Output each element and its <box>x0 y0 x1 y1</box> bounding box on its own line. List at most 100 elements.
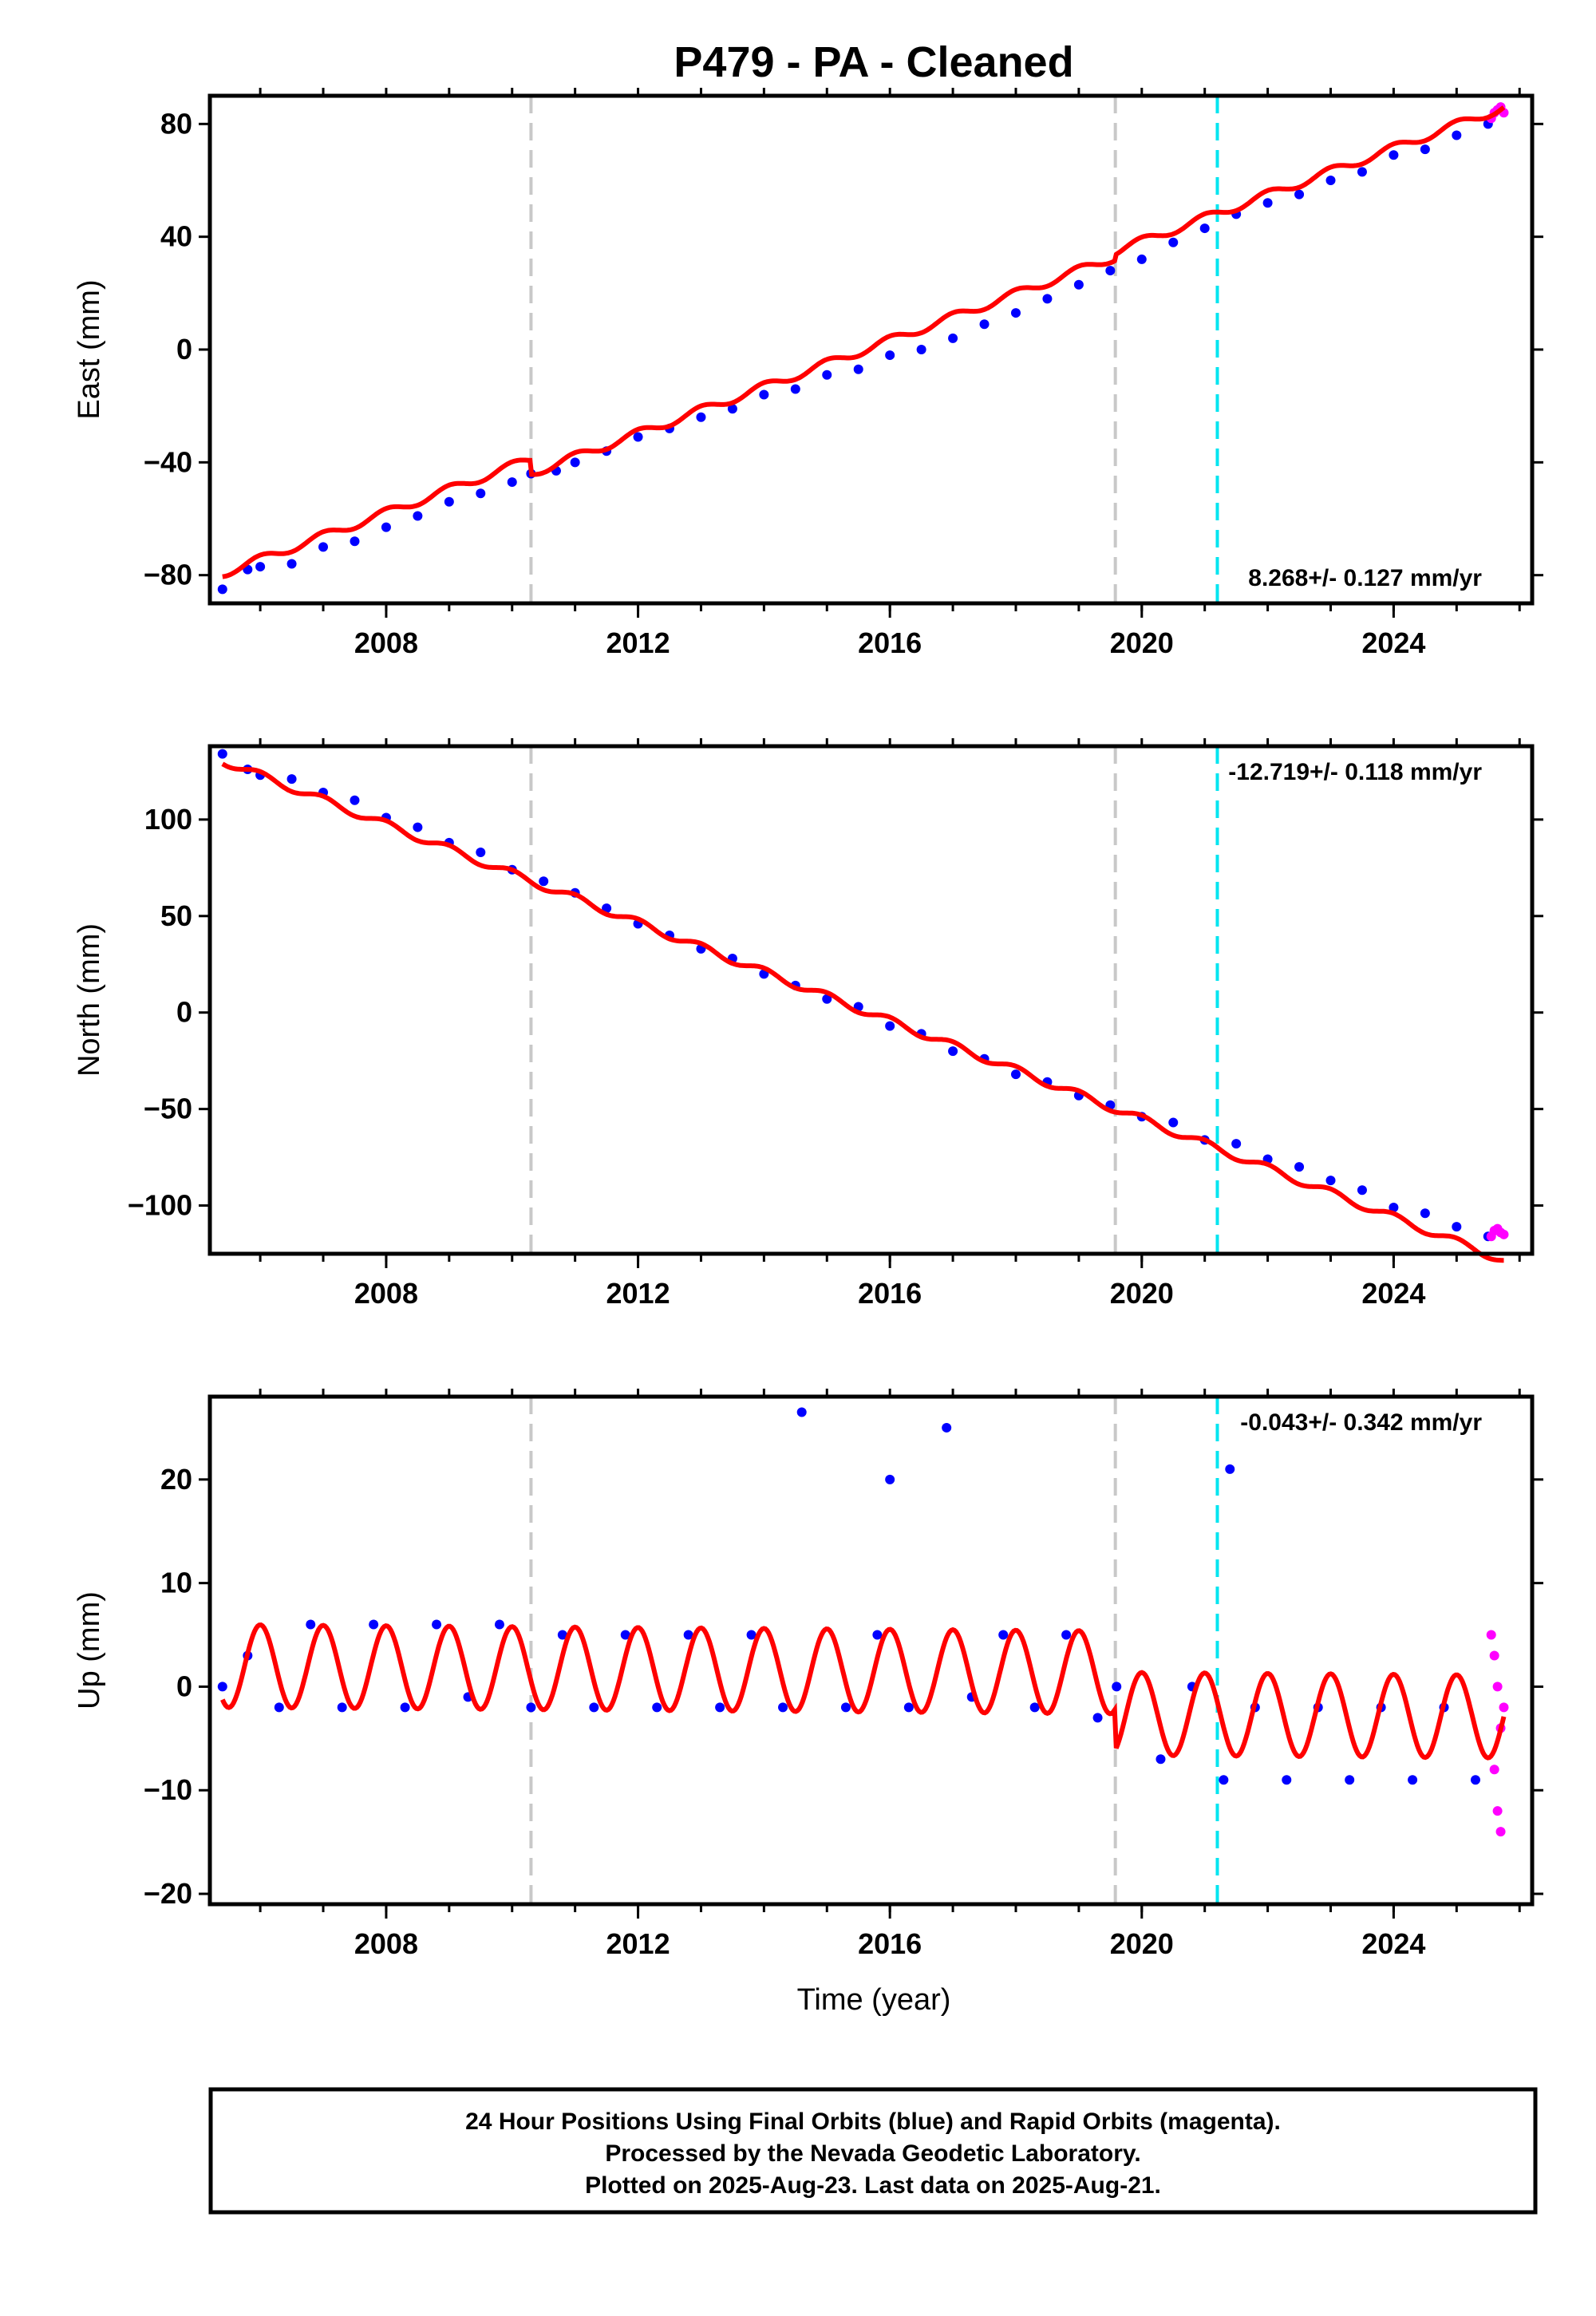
east-point-final-13 <box>570 457 580 468</box>
east-fit-curve <box>222 105 1506 579</box>
up-point-final-22 <box>885 1474 895 1484</box>
east-point-final-15 <box>633 432 643 442</box>
east-ytick-label-3: 40 <box>160 220 192 253</box>
north-xtick-label-4: 2024 <box>1361 1277 1425 1310</box>
footer-frame <box>208 2087 1538 2215</box>
north-y-axis-title: North (mm) <box>73 923 106 1077</box>
east-xtick-label-0: 2008 <box>354 626 418 659</box>
east-point-final-35 <box>1262 198 1273 208</box>
north-point-final-22 <box>885 1021 895 1031</box>
north-point-final-39 <box>1420 1208 1430 1219</box>
east-point-final-3 <box>286 559 297 569</box>
north-point-final-24 <box>948 1046 958 1057</box>
north-point-final-5 <box>350 795 360 805</box>
east-point-final-21 <box>822 370 832 380</box>
up-point-final-5 <box>369 1619 379 1630</box>
x-axis-title-group: Time (year) <box>797 1983 951 2017</box>
up-point-final-14 <box>652 1702 662 1713</box>
up-ytick-label-4: 20 <box>160 1463 192 1496</box>
east-point-final-9 <box>476 488 486 499</box>
up-point-final-23 <box>903 1702 914 1713</box>
up-point-final-40 <box>1408 1775 1418 1785</box>
up-point-rapid-0 <box>1486 1630 1496 1640</box>
east-point-final-40 <box>1420 144 1430 155</box>
up-point-final-21 <box>872 1630 883 1640</box>
up-point-final-7 <box>432 1619 442 1630</box>
east-point-final-24 <box>916 345 926 354</box>
up-point-final-27 <box>1029 1702 1040 1713</box>
up-xtick-label-2: 2016 <box>858 1927 922 1960</box>
up-point-final-28 <box>1061 1630 1072 1640</box>
east-y-axis-title: East (mm) <box>73 279 106 419</box>
east-point-final-0 <box>217 584 227 595</box>
up-frame <box>207 1394 1535 1907</box>
up-point-final-31 <box>1156 1754 1166 1765</box>
east-point-final-22 <box>853 364 863 374</box>
up-point-final-26 <box>998 1630 1009 1640</box>
up-point-rapid-3 <box>1492 1682 1503 1692</box>
up-point-final-18 <box>778 1702 788 1713</box>
east-point-final-8 <box>444 496 454 507</box>
north-ytick-label-3: 50 <box>160 899 192 932</box>
up-point-final-11 <box>557 1630 567 1640</box>
east-point-final-39 <box>1389 150 1399 160</box>
up-y-axis-title: Up (mm) <box>73 1591 106 1709</box>
up-series-final <box>217 1407 1480 1785</box>
up-point-final-33 <box>1219 1775 1229 1785</box>
up-ytick-label-3: 10 <box>160 1567 192 1599</box>
up-xtick-label-4: 2024 <box>1361 1927 1425 1960</box>
north-point-final-26 <box>1010 1069 1021 1080</box>
up-point-final-34 <box>1225 1464 1235 1474</box>
east-point-final-28 <box>1042 294 1053 304</box>
east-point-final-2 <box>255 562 266 572</box>
footer-line-1: 24 Hour Positions Using Final Orbits (bl… <box>465 2109 1281 2135</box>
north-point-final-9 <box>476 848 486 858</box>
up-ytick-label-2: 0 <box>176 1670 192 1702</box>
north-point-final-33 <box>1231 1139 1242 1149</box>
east-point-final-36 <box>1294 189 1305 200</box>
east-point-final-41 <box>1452 130 1462 140</box>
panel-up: −20 −10 0 10 20 2008 2012 2016 2020 2024 Up (mm) -0… <box>73 1389 1543 1960</box>
up-point-final-13 <box>620 1630 630 1640</box>
up-ytick-label-0: −20 <box>144 1877 192 1910</box>
east-point-final-30 <box>1105 266 1116 276</box>
east-point-final-5 <box>350 536 360 547</box>
up-point-final-16 <box>715 1702 725 1713</box>
panel-north: −100 −50 0 50 100 2008 2012 2016 2020 2024 North (… <box>73 738 1543 1310</box>
north-point-final-37 <box>1357 1185 1367 1196</box>
north-xtick-label-0: 2008 <box>354 1277 418 1310</box>
up-fit-curve <box>220 1622 1507 1761</box>
footer-line-3: Plotted on 2025-Aug-23. Last data on 202… <box>585 2172 1161 2199</box>
north-point-final-36 <box>1325 1176 1336 1186</box>
east-point-final-10 <box>507 477 517 488</box>
east-point-final-26 <box>979 319 990 330</box>
east-xtick-label-4: 2024 <box>1361 626 1425 659</box>
north-ytick-label-4: 100 <box>144 803 192 836</box>
north-point-final-40 <box>1452 1222 1462 1232</box>
east-point-final-17 <box>696 412 706 422</box>
up-point-rapid-1 <box>1489 1650 1499 1661</box>
north-point-rapid-4 <box>1499 1229 1509 1239</box>
north-point-final-11 <box>539 876 549 887</box>
north-ytick-label-0: −100 <box>128 1189 192 1222</box>
east-point-final-33 <box>1199 223 1210 234</box>
up-xtick-label-1: 2012 <box>606 1927 670 1960</box>
north-point-final-35 <box>1294 1162 1305 1172</box>
north-xtick-label-3: 2020 <box>1110 1277 1174 1310</box>
north-rate-label: -12.719+/- 0.118 mm/yr <box>1228 759 1482 785</box>
up-point-final-15 <box>683 1630 693 1640</box>
north-point-final-3 <box>286 774 297 785</box>
east-ytick-label-4: 80 <box>160 107 192 140</box>
up-point-rapid-7 <box>1499 1702 1509 1713</box>
east-xtick-label-3: 2020 <box>1110 626 1174 659</box>
up-point-final-3 <box>306 1619 316 1630</box>
east-point-final-18 <box>727 404 737 414</box>
up-point-rapid-2 <box>1489 1765 1499 1775</box>
up-point-rapid-6 <box>1495 1827 1506 1837</box>
up-point-final-6 <box>400 1702 410 1713</box>
up-point-final-4 <box>337 1702 347 1713</box>
up-point-final-24 <box>942 1422 952 1433</box>
east-xtick-label-2: 2016 <box>858 626 922 659</box>
east-point-final-38 <box>1357 167 1367 177</box>
